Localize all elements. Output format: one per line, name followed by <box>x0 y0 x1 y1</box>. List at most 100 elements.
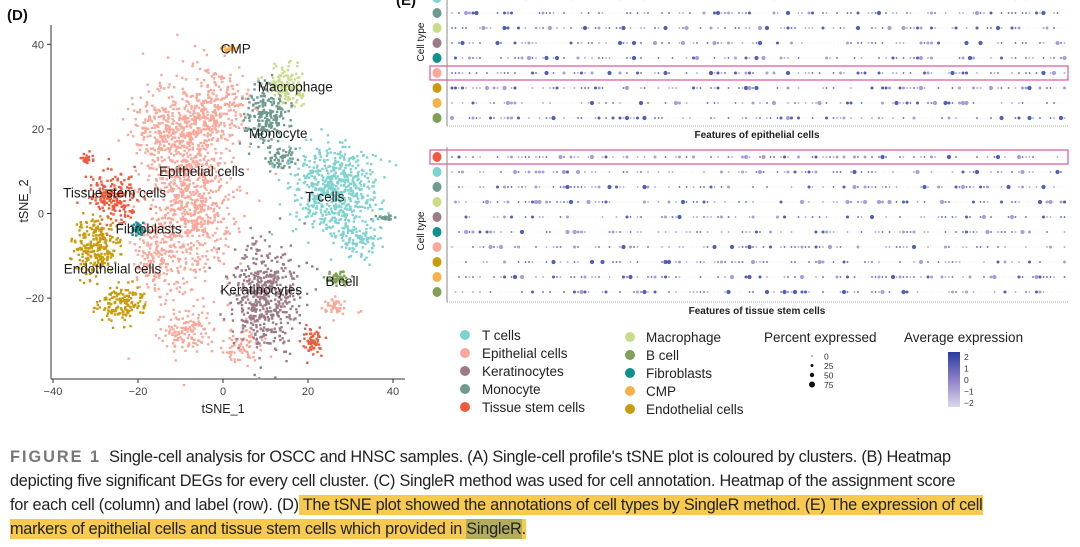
expression-dot <box>678 101 681 105</box>
tsne-point <box>206 113 209 117</box>
tsne-point <box>216 137 220 141</box>
tsne-point <box>126 303 130 306</box>
tsne-point <box>216 130 220 133</box>
tsne-point <box>189 328 192 331</box>
expression-dot <box>761 55 766 61</box>
tsne-point <box>174 101 177 104</box>
expression-dot <box>696 72 698 74</box>
expression-dot <box>797 12 800 14</box>
tsne-point <box>177 151 181 154</box>
tsne-point <box>139 224 142 227</box>
tsne-point <box>280 80 283 84</box>
tsne-point <box>379 236 382 240</box>
tsne-point <box>186 142 189 145</box>
tsne-point <box>206 235 209 238</box>
tsne-point <box>266 300 270 303</box>
tsne-point <box>277 106 280 109</box>
tsne-point <box>291 157 294 160</box>
tsne-point <box>325 185 328 188</box>
tsne-point <box>75 267 78 270</box>
tsne-point <box>350 174 353 177</box>
tsne-point <box>103 203 106 206</box>
expression-dot <box>590 71 594 75</box>
tsne-point <box>189 246 193 249</box>
tsne-point <box>111 326 115 329</box>
tsne-point <box>297 304 301 308</box>
tsne-point <box>338 200 342 204</box>
tsne-point <box>275 129 279 132</box>
tsne-point <box>204 117 207 120</box>
tsne-point <box>189 214 193 217</box>
tsne-point <box>85 259 89 262</box>
tsne-point <box>166 269 169 272</box>
tsne-point <box>93 229 96 232</box>
tsne-point <box>110 309 114 313</box>
tsne-point <box>360 150 363 154</box>
tsne-point <box>158 276 161 279</box>
tsne-point <box>384 218 387 221</box>
tsne-point <box>102 236 106 239</box>
tsne-point <box>228 101 232 104</box>
tsne-point <box>87 155 91 159</box>
tsne-point <box>127 299 131 302</box>
tsne-point <box>340 162 343 165</box>
tsne-point <box>155 226 158 229</box>
tsne-point <box>371 153 375 157</box>
expression-dot <box>951 27 954 29</box>
expression-dot <box>622 42 625 44</box>
tsne-point <box>211 234 215 237</box>
expression-dot <box>976 87 978 89</box>
tsne-point <box>178 168 181 171</box>
expression-dot <box>1041 10 1046 16</box>
expression-dot <box>1045 26 1049 30</box>
tsne-point <box>184 231 187 234</box>
tsne-point <box>148 229 151 232</box>
tsne-point <box>241 257 244 260</box>
tsne-point <box>333 304 336 307</box>
tsne-point <box>324 336 328 339</box>
tsne-point <box>272 277 275 280</box>
tsne-point <box>94 255 98 259</box>
tsne-point <box>182 383 186 387</box>
tsne-point <box>252 103 255 106</box>
expression-dot <box>715 10 721 16</box>
tsne-point <box>265 119 268 123</box>
tsne-point <box>203 133 206 137</box>
tsne-point <box>197 241 201 245</box>
tsne-point <box>239 189 242 192</box>
expression-dot <box>611 116 615 120</box>
tsne-point <box>246 280 249 283</box>
expression-dot <box>458 12 460 14</box>
tsne-point <box>213 105 217 108</box>
tsne-point <box>219 116 222 119</box>
tsne-point <box>92 234 95 237</box>
tsne-point <box>315 198 319 201</box>
tsne-point <box>339 191 342 194</box>
tsne-point <box>180 164 183 167</box>
tsne-point <box>106 252 110 255</box>
expression-dot <box>526 55 532 61</box>
tsne-point <box>112 204 116 208</box>
tsne-point <box>348 247 352 250</box>
tsne-point <box>184 349 187 352</box>
tsne-point <box>269 124 273 128</box>
tsne-point <box>154 272 157 275</box>
tsne-point <box>198 234 201 238</box>
tsne-point <box>171 114 174 118</box>
tsne-point <box>296 65 299 68</box>
tsne-point <box>140 229 144 232</box>
tsne-point <box>155 248 158 252</box>
tsne-point <box>102 191 105 194</box>
tsne-point <box>186 330 189 333</box>
tsne-point <box>103 261 106 265</box>
tsne-point <box>315 205 319 208</box>
tsne-point <box>139 194 142 197</box>
expression-dot <box>965 71 968 75</box>
expression-dot <box>640 87 642 89</box>
tsne-point <box>133 303 137 306</box>
tsne-point <box>116 195 120 198</box>
tsne-point <box>294 317 297 320</box>
tsne-point <box>262 276 266 279</box>
expression-dot <box>855 25 861 31</box>
tsne-point <box>135 143 139 146</box>
